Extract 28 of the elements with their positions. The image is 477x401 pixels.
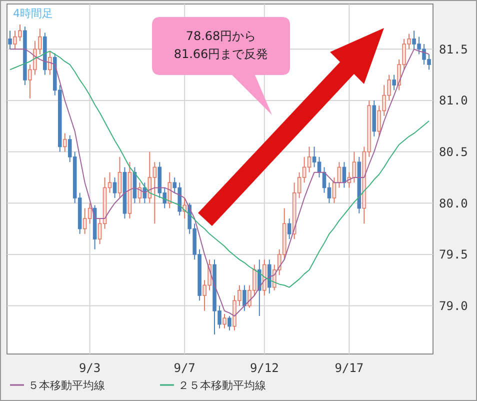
candlestick xyxy=(267,259,272,294)
candlestick xyxy=(48,50,52,76)
y-tick-label: 79.0 xyxy=(439,298,468,313)
x-tick-label: 9/3 xyxy=(78,361,101,375)
legend-label: ２５本移動平均線 xyxy=(178,378,266,392)
y-tick-label: 80.0 xyxy=(439,196,468,210)
candlestick xyxy=(222,313,226,329)
y-tick-label: 81.5 xyxy=(439,42,468,56)
candlestick xyxy=(392,74,396,91)
candlestick xyxy=(228,316,232,331)
candlestick xyxy=(118,156,122,198)
y-tick-label: 80.5 xyxy=(439,145,468,159)
legend-label: ５本移動平均線 xyxy=(28,378,105,392)
y-tick-label: 79.5 xyxy=(439,248,468,262)
candlestick xyxy=(8,30,12,50)
candlestick xyxy=(242,284,246,312)
candlestick xyxy=(332,176,336,204)
candlestick xyxy=(168,172,172,209)
candlestick xyxy=(62,132,67,152)
candlestick xyxy=(112,176,117,198)
x-tick-label: 9/12 xyxy=(250,361,279,375)
x-tick-label: 9/7 xyxy=(174,361,196,375)
chart-title: 4時間足 xyxy=(13,7,53,20)
candlestick xyxy=(258,259,262,317)
annotation: 78.68円から 81.66円まで反発 xyxy=(174,29,268,61)
candlestick xyxy=(287,218,292,240)
y-tick-label: 81.0 xyxy=(439,94,468,108)
x-tick-label: 9/17 xyxy=(334,361,364,375)
